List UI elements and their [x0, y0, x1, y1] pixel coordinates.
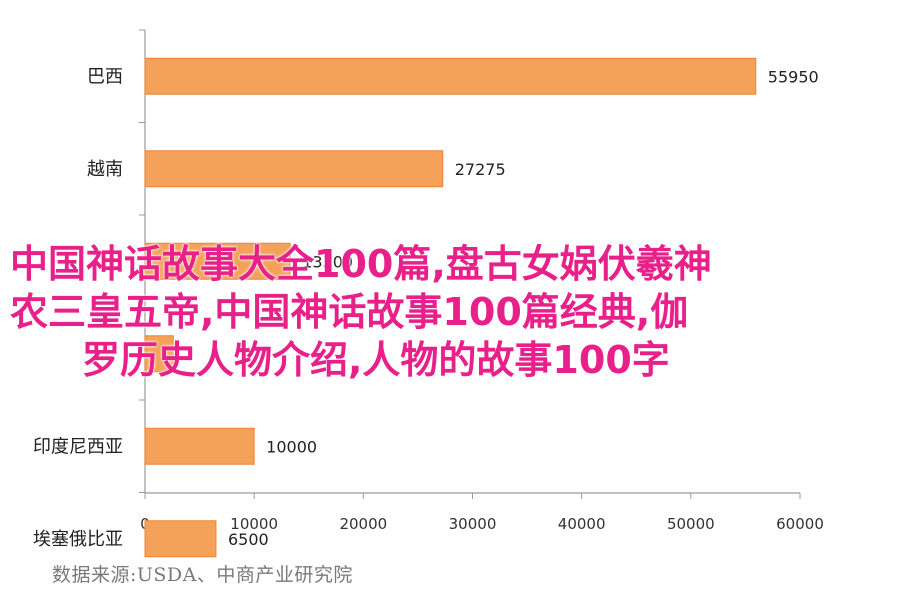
- x-tick-label: 10000: [230, 515, 278, 533]
- x-tick-label: 30000: [449, 515, 497, 533]
- data-label: 55950: [768, 67, 819, 86]
- bar: [144, 150, 444, 188]
- x-tick-label: 40000: [558, 515, 606, 533]
- x-tick-label: 60000: [776, 515, 824, 533]
- bar: [144, 335, 174, 373]
- category-label: 埃塞俄比亚: [33, 529, 123, 550]
- data-label: 10000: [266, 437, 317, 456]
- overlay-line-3: 罗历史人物介绍,人物的故事100字: [82, 338, 670, 382]
- bar: [144, 520, 217, 558]
- overlay-line-1: 中国神话故事大全100篇,盘古女娲伏羲神: [10, 242, 712, 286]
- bar: [144, 57, 757, 95]
- data-label: 13300: [302, 252, 353, 271]
- bar: [144, 242, 291, 280]
- category-label: 巴西: [87, 66, 123, 87]
- x-tick-label: 20000: [339, 515, 387, 533]
- source-note: 数据来源:USDA、中商产业研究院: [52, 564, 353, 586]
- category-label: 越南: [87, 159, 123, 180]
- bar-chart: 0100002000030000400005000060000巴西55950越南…: [33, 29, 824, 558]
- bar: [144, 427, 255, 465]
- data-label: 27275: [455, 160, 506, 179]
- overlay-line-2: 农三皇五帝,中国神话故事100篇经典,伽: [10, 290, 689, 334]
- overlay-watermark-text: 中国神话故事大全100篇,盘古女娲伏羲神 农三皇五帝,中国神话故事100篇经典,…: [10, 240, 890, 384]
- category-label: 印度尼西亚: [33, 436, 123, 457]
- data-label: 6500: [228, 530, 269, 549]
- x-tick-label: 50000: [667, 515, 715, 533]
